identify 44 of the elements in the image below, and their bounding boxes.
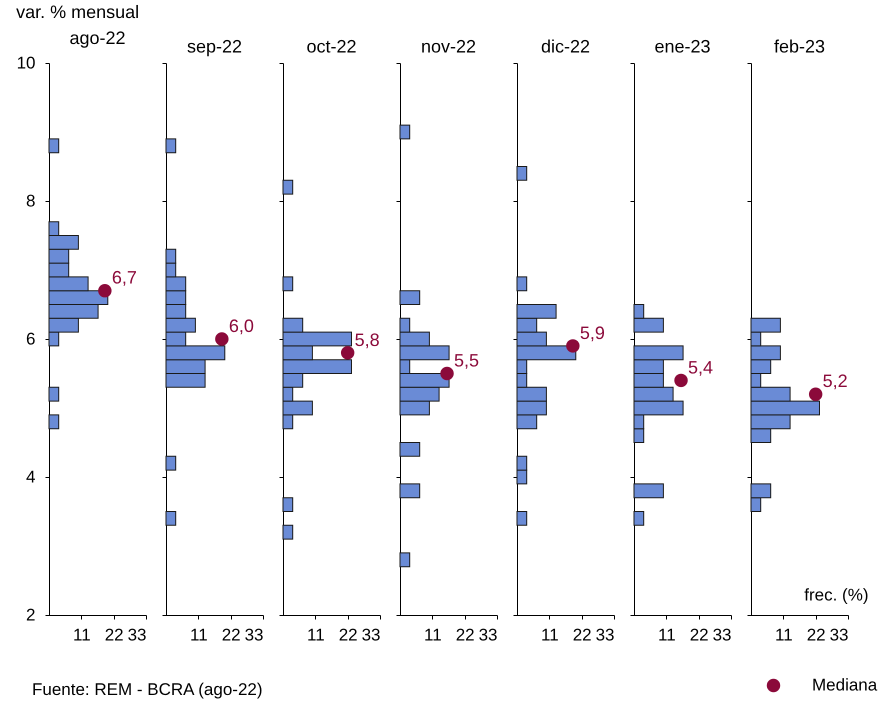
chart-title: feb-23 xyxy=(774,36,826,56)
y-tick-label: 2 xyxy=(26,606,36,624)
annotation: 5,5 xyxy=(454,350,480,370)
y-axis-title: var. % mensual xyxy=(16,2,140,22)
x-tick-label: 22 xyxy=(222,626,241,644)
chart-title: ene-23 xyxy=(654,36,711,56)
x-tick-label: 11 xyxy=(658,626,676,644)
x-tick-label: 22 xyxy=(690,626,709,644)
x-tick-label: 33 xyxy=(830,626,848,644)
y-tick-label: 8 xyxy=(26,192,36,210)
annotation: 5,8 xyxy=(354,330,380,350)
x-tick-label: 11 xyxy=(424,626,442,644)
x-axis-title: frec. (%) xyxy=(804,586,868,604)
x-tick-label: 11 xyxy=(307,626,325,644)
annotation: 6,7 xyxy=(112,268,137,288)
source-note: Fuente: REM - BCRA (ago-22) xyxy=(32,680,263,700)
x-tick-label: 11 xyxy=(541,626,559,644)
x-tick-label: 22 xyxy=(338,626,358,644)
x-tick-label: 33 xyxy=(362,626,380,644)
chart-title: dic-22 xyxy=(540,36,590,56)
x-tick-label: 22 xyxy=(572,626,592,644)
annotation: 6,0 xyxy=(228,316,254,336)
x-tick-label: 11 xyxy=(775,626,793,644)
x-tick-label: 33 xyxy=(596,626,614,644)
x-tick-label: 11 xyxy=(73,626,91,644)
x-tick-label: 33 xyxy=(712,626,732,644)
annotation: 5,4 xyxy=(688,357,714,378)
x-tick-label: 33 xyxy=(244,626,264,644)
x-tick-label: 33 xyxy=(128,626,146,644)
x-tick-label: 22 xyxy=(806,626,826,644)
x-tick-label: 33 xyxy=(478,626,498,644)
x-tick-label: 11 xyxy=(190,626,208,644)
chart-title: oct-22 xyxy=(306,36,357,56)
annotation: 5,2 xyxy=(822,371,848,392)
x-tick-label: 22 xyxy=(456,626,475,644)
y-tick-label: 10 xyxy=(16,54,36,72)
chart-title: sep-22 xyxy=(186,36,242,56)
legend-label: Mediana xyxy=(812,676,878,694)
annotation: 5,9 xyxy=(580,322,605,343)
y-tick-label: 6 xyxy=(26,330,36,348)
chart-title: nov-22 xyxy=(420,36,476,56)
x-tick-label: 22 xyxy=(104,626,124,644)
y-tick-label: 4 xyxy=(26,468,36,486)
chart-title: ago-22 xyxy=(69,28,126,48)
